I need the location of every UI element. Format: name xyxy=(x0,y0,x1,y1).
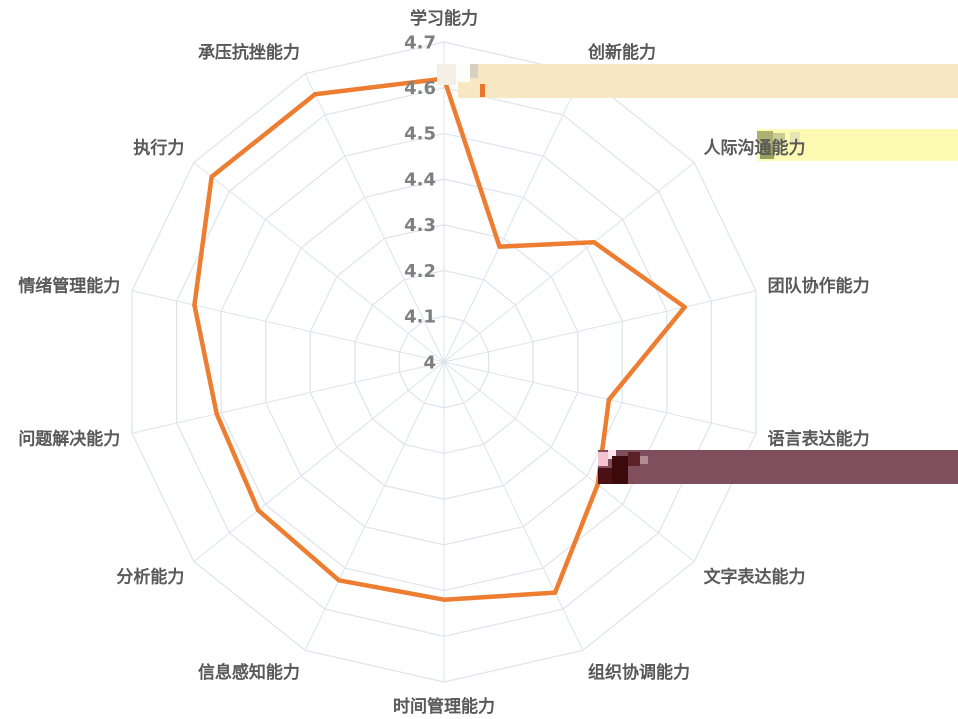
artifact-patch xyxy=(790,132,800,142)
axis-label-1: 创新能力 xyxy=(587,42,656,63)
tick-label-6: 4.6 xyxy=(404,78,436,99)
category-labels: 学习能力创新能力人际沟通能力团队协作能力语言表达能力文字表达能力组织协调能力时间… xyxy=(18,8,869,717)
artifact-patch xyxy=(612,456,628,484)
grid-spoke-12 xyxy=(193,162,445,363)
axis-label-7: 时间管理能力 xyxy=(393,696,495,717)
grid-spoke-13 xyxy=(304,73,445,363)
axis-label-6: 组织协调能力 xyxy=(588,662,690,683)
axis-label-13: 承压抗挫能力 xyxy=(198,42,300,63)
axis-label-11: 情绪管理能力 xyxy=(18,275,120,296)
axis-label-8: 信息感知能力 xyxy=(198,662,300,683)
axis-label-12: 执行力 xyxy=(133,137,184,158)
data-point-6 xyxy=(552,590,558,595)
artifact-patch xyxy=(598,468,612,484)
artifact-patch xyxy=(640,456,648,464)
grid-spoke-4 xyxy=(443,361,757,434)
axis-label-5: 文字表达能力 xyxy=(704,566,806,587)
tick-label-7: 4.7 xyxy=(404,32,436,53)
grid-spoke-5 xyxy=(443,361,695,562)
tick-label-0: 4 xyxy=(423,352,436,373)
axis-label-4: 语言表达能力 xyxy=(768,429,870,450)
image-artifacts xyxy=(437,64,958,484)
data-point-4 xyxy=(606,397,612,402)
artifact-patch xyxy=(757,131,773,145)
artifact-patch xyxy=(773,133,785,145)
artifact-patch xyxy=(456,64,470,82)
artifact-patch xyxy=(598,450,958,484)
radial-tick-labels: 4 4.1 4.2 4.3 4.4 4.5 4.6 4.7 xyxy=(404,32,436,373)
grid-spoke-3 xyxy=(443,290,757,363)
tick-label-2: 4.2 xyxy=(404,261,436,282)
grid-spoke-9 xyxy=(193,361,445,562)
artifact-patch xyxy=(470,64,478,78)
tick-label-5: 4.5 xyxy=(404,124,436,145)
data-point-9 xyxy=(255,508,261,513)
data-point-11 xyxy=(192,302,197,308)
tick-label-1: 4.1 xyxy=(404,307,436,328)
artifact-patch xyxy=(760,145,774,159)
grid-spoke-10 xyxy=(131,361,445,434)
grid-spoke-2 xyxy=(443,162,695,363)
axis-label-0: 学习能力 xyxy=(410,8,478,29)
data-point-2 xyxy=(591,240,597,245)
data-point-8 xyxy=(336,578,342,583)
axis-label-3: 团队协作能力 xyxy=(768,275,870,296)
axis-label-10: 问题解决能力 xyxy=(18,429,120,450)
axis-label-9: 分析能力 xyxy=(116,566,184,587)
data-point-12 xyxy=(209,174,214,179)
data-point-10 xyxy=(214,411,219,417)
artifact-patch xyxy=(598,452,608,466)
data-point-13 xyxy=(312,92,318,97)
radar-grid xyxy=(131,41,757,683)
artifact-patch xyxy=(437,64,456,85)
grid-spoke-8 xyxy=(304,361,445,651)
artifact-patch xyxy=(628,452,640,466)
grid-spoke-11 xyxy=(131,290,445,363)
artifact-patch xyxy=(480,84,485,97)
data-point-3 xyxy=(682,304,687,310)
tick-label-4: 4.4 xyxy=(404,169,436,190)
artifact-patch xyxy=(458,64,958,98)
tick-label-3: 4.3 xyxy=(404,215,436,236)
axis-label-2: 人际沟通能力 xyxy=(704,137,806,158)
artifact-patch xyxy=(608,450,616,459)
grid-spoke-1 xyxy=(443,73,584,363)
data-point-7 xyxy=(441,597,447,602)
grid-spoke-6 xyxy=(443,361,584,651)
data-point-1 xyxy=(497,244,502,249)
